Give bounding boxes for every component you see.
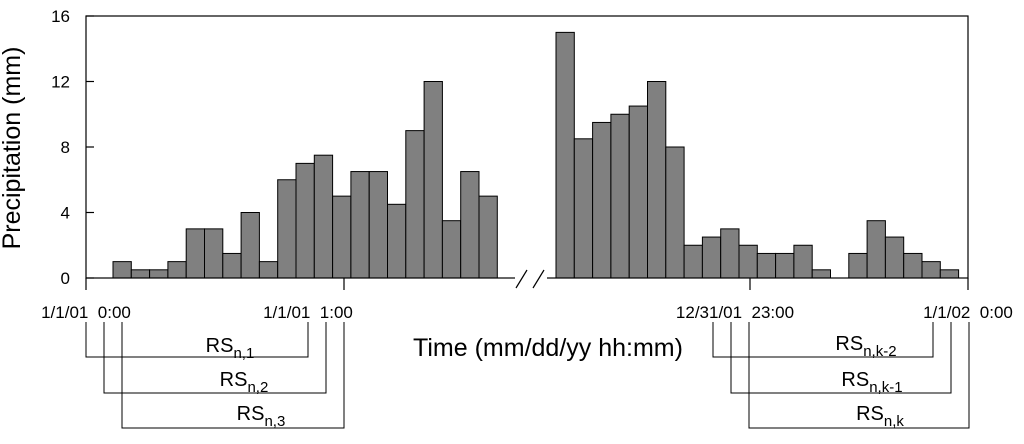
bar-end-12	[775, 252, 795, 279]
window-label-1: RSn,1	[206, 335, 255, 362]
bar-end-6	[665, 146, 685, 279]
bar-start-18	[441, 220, 462, 279]
bar-start-13	[350, 171, 370, 279]
window-label-4: RSn,k-2	[835, 333, 896, 360]
bar-start-12	[332, 195, 352, 279]
window-bracket-2	[103, 322, 327, 394]
y-tick-label-4: 4	[61, 204, 70, 223]
bar-start-11	[313, 154, 334, 279]
running-windows: RSn,1 RSn,2 RSn,3 RSn,k-2 RSn,k-1 RSn,k	[85, 322, 970, 430]
x-axis-ticks	[85, 278, 969, 290]
bar-end-10	[738, 244, 758, 279]
x-axis-title: Time (mm/dd/yy hh:mm)	[413, 334, 683, 362]
window-bracket-1	[85, 322, 309, 358]
bar-end-17	[866, 220, 886, 279]
y-tick-label-8: 8	[61, 138, 70, 157]
bar-end-7	[683, 244, 703, 279]
bar-end-3	[610, 113, 630, 279]
bar-start-10	[295, 162, 315, 279]
date-label-23h: 12/31/01 23:00	[676, 303, 794, 322]
window-bracket-3	[121, 322, 345, 429]
bar-start-16	[405, 130, 425, 279]
y-axis-title: Precipitation (mm)	[0, 47, 26, 250]
date-label-end: 1/1/02 0:00	[923, 303, 1013, 322]
window-label-3: RSn,3	[237, 403, 286, 430]
bar-end-20	[921, 261, 941, 279]
bar-end-5	[647, 81, 667, 279]
bar-end-21	[939, 269, 960, 279]
bar-start-19	[460, 171, 480, 279]
bar-end-2	[592, 121, 612, 279]
y-tick-label-0: 0	[61, 269, 70, 288]
bar-start-8	[258, 261, 279, 279]
bar-end-1	[573, 138, 594, 279]
axis-break-slash-right	[532, 269, 545, 289]
bar-start-15	[387, 203, 407, 279]
axis-break-slash-left	[515, 269, 528, 289]
bar-start-17	[423, 81, 443, 279]
window-bracket-4	[712, 322, 934, 358]
window-label-5: RSn,k-1	[841, 369, 902, 396]
bar-end-0	[555, 31, 575, 279]
window-label-6: RSn,k	[856, 403, 904, 430]
bar-start-5	[204, 228, 224, 279]
bar-end-9	[720, 228, 740, 279]
date-label-start: 1/1/01 0:00	[41, 303, 131, 322]
bar-start-20	[478, 195, 498, 279]
bar-end-13	[793, 244, 813, 279]
y-tick-label-12: 12	[51, 73, 70, 92]
bar-start-6	[222, 252, 242, 279]
window-bracket-6	[748, 322, 970, 429]
date-label-1h: 1/1/01 1:00	[263, 303, 353, 322]
window-bracket-5	[730, 322, 952, 394]
bar-end-14	[811, 269, 832, 279]
axis-break-gap	[515, 272, 547, 286]
bar-end-8	[701, 236, 722, 279]
bar-start-9	[277, 179, 297, 279]
bar-end-11	[756, 252, 777, 279]
bar-start-4	[185, 228, 205, 279]
bars-layer	[112, 31, 960, 279]
bar-start-2	[149, 269, 169, 279]
axis-break-marker	[515, 269, 547, 289]
bar-end-4	[628, 105, 649, 279]
bar-start-14	[368, 171, 389, 279]
x-date-labels: 1/1/01 0:00 1/1/01 1:00 12/31/01 23:00 1…	[41, 303, 1013, 322]
bar-start-0	[112, 261, 132, 279]
bar-start-1	[130, 269, 151, 279]
bar-end-19	[903, 252, 923, 279]
window-label-2: RSn,2	[220, 369, 269, 396]
y-axis-ticks: 0 4 8 12 16	[51, 7, 94, 288]
bar-end-16	[848, 252, 868, 279]
y-tick-label-16: 16	[51, 7, 70, 26]
bar-end-18	[884, 236, 905, 279]
bar-start-7	[240, 212, 260, 279]
bar-start-3	[167, 261, 187, 279]
